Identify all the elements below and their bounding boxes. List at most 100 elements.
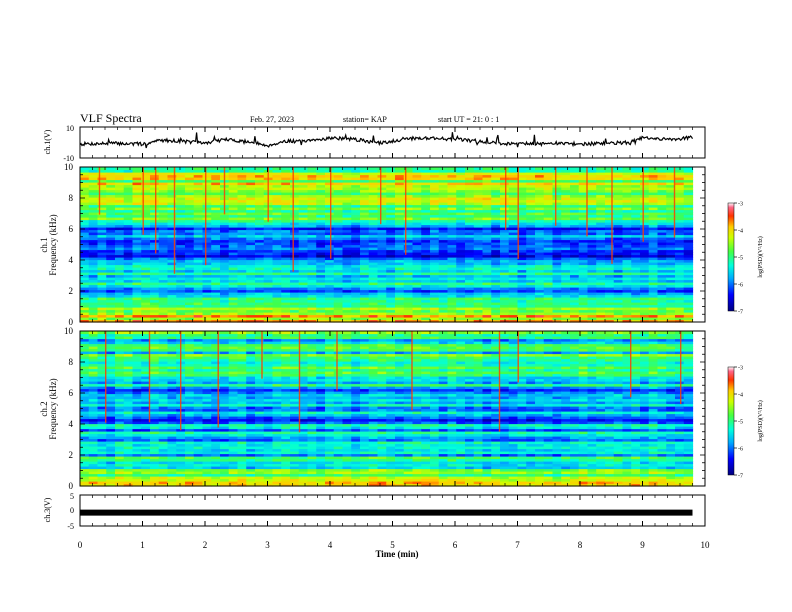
spectrogram-cell xyxy=(675,302,685,306)
spectrogram-cell xyxy=(465,172,475,176)
spectrogram-cell xyxy=(351,197,361,201)
spectrogram-cell xyxy=(220,239,230,243)
spectrogram-cell xyxy=(543,229,554,233)
spectrogram-cell xyxy=(438,204,449,208)
spectrogram-cell xyxy=(176,204,186,208)
spectrogram-cell xyxy=(307,319,317,323)
spectrogram-cell xyxy=(228,249,239,253)
spectrogram-cell xyxy=(106,366,116,370)
spectrogram-cell xyxy=(570,259,580,263)
spectrogram-cell xyxy=(666,307,676,311)
spectrogram-cell xyxy=(202,312,212,316)
spectrogram-cell xyxy=(360,282,370,286)
spectrogram-cell xyxy=(123,279,134,283)
spectrogram-cell xyxy=(185,209,195,213)
spectrogram-cell xyxy=(587,189,597,193)
spectrogram-cell xyxy=(587,229,597,233)
spectrogram-cell xyxy=(290,204,300,208)
spectrogram-cell xyxy=(500,314,510,318)
spectrogram-cell xyxy=(115,361,125,365)
spectrogram-cell xyxy=(115,363,125,367)
spectrogram-cell xyxy=(412,259,422,263)
spectrogram-cell xyxy=(395,222,405,226)
spectrogram-cell xyxy=(456,289,466,293)
spectrogram-cell xyxy=(561,194,571,198)
spectrogram-cell xyxy=(185,199,195,203)
spectrogram-cell xyxy=(263,237,274,241)
spectrogram-cell xyxy=(675,307,685,311)
spectrogram-cell xyxy=(491,269,501,273)
spectrogram-cell xyxy=(115,443,125,447)
spectrogram-cell xyxy=(465,207,475,211)
spectrogram-cell xyxy=(552,202,562,206)
spectrogram-cell xyxy=(421,279,431,283)
spectrogram-cell xyxy=(176,222,186,226)
spectrogram-cell xyxy=(403,224,414,228)
spectrogram-cell xyxy=(80,292,90,296)
spectrogram-cell xyxy=(185,319,195,323)
spectrogram-cell xyxy=(438,287,449,291)
spectrogram-cell xyxy=(456,252,466,256)
spectrogram-cell xyxy=(605,229,615,233)
spectrogram-cell xyxy=(80,229,90,233)
spectrogram-cell xyxy=(115,202,125,206)
spectrogram-cell xyxy=(115,272,125,276)
spectrogram-cell xyxy=(281,207,291,211)
spectrogram-cell xyxy=(377,204,387,208)
spectrogram-cell xyxy=(316,207,326,211)
spectrogram-cell xyxy=(342,272,352,276)
spectrogram-cell xyxy=(596,177,606,181)
spectrogram-cell xyxy=(648,242,659,246)
spectrogram-cell xyxy=(255,212,265,216)
spectrogram-cell xyxy=(141,177,151,181)
spectrogram-cell xyxy=(561,212,571,216)
spectrogram-cell xyxy=(88,356,99,360)
spectrogram-cell xyxy=(456,172,466,176)
spectrogram-cell xyxy=(325,307,335,311)
spectrogram-cell xyxy=(438,239,449,243)
spectrogram-cell xyxy=(360,254,370,258)
spectrogram-cell xyxy=(88,262,99,266)
spectrogram-cell xyxy=(298,279,309,283)
spectrogram-cell xyxy=(438,209,449,213)
spectrogram-cell xyxy=(438,182,449,186)
spectrogram-cell xyxy=(80,381,90,385)
spectrogram-cell xyxy=(290,199,300,203)
spectrogram-cell xyxy=(246,217,256,221)
spectrogram-cell xyxy=(106,254,116,258)
spectrogram-cell xyxy=(482,179,492,183)
spectrogram-cell xyxy=(561,292,571,296)
spectrogram-cell xyxy=(368,262,379,266)
spectrogram-cell xyxy=(123,378,134,382)
spectrogram-cell xyxy=(403,284,414,288)
spectrogram-cell xyxy=(176,309,186,313)
spectrogram-cell xyxy=(578,167,589,171)
spectrogram-cell xyxy=(325,184,335,188)
spectrogram-cell xyxy=(115,277,125,281)
spectrogram-cell xyxy=(132,242,142,246)
spectrogram-cell xyxy=(193,214,204,218)
spectrogram-cell xyxy=(106,441,116,445)
spectrogram-cell xyxy=(578,177,589,181)
spectrogram-cell xyxy=(482,299,492,303)
spectrogram-cell xyxy=(88,179,99,183)
spectrogram-cell xyxy=(377,259,387,263)
spectrogram-cell xyxy=(578,212,589,216)
spectrogram-cell xyxy=(675,272,685,276)
spectrogram-cell xyxy=(535,172,545,176)
spectrogram-cell xyxy=(395,312,405,316)
spectrogram-cell xyxy=(106,214,116,218)
spectrogram-cell xyxy=(675,202,685,206)
spectrogram-cell xyxy=(80,199,90,203)
spectrogram-cell xyxy=(421,257,431,261)
spectrogram-cell xyxy=(158,239,169,243)
spectrogram-cell xyxy=(596,207,606,211)
spectrogram-cell xyxy=(596,292,606,296)
spectrogram-cell xyxy=(290,299,300,303)
spectrogram-cell xyxy=(438,299,449,303)
spectrogram-cell xyxy=(508,192,519,196)
spectrogram-cell xyxy=(220,312,230,316)
spectrogram-cell xyxy=(298,229,309,233)
spectrogram-cell xyxy=(220,244,230,248)
spectrogram-cell xyxy=(88,174,99,178)
